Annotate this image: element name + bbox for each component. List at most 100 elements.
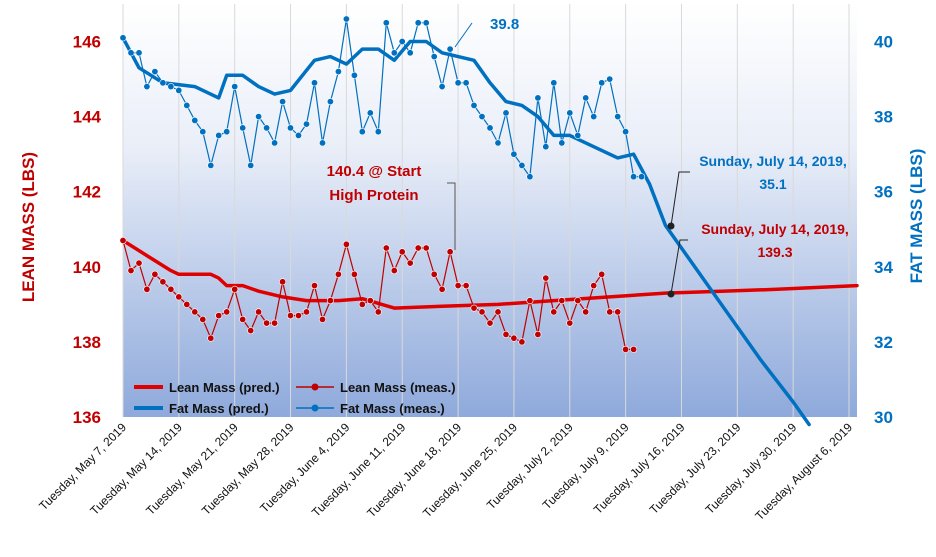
- point-lean-meas: [286, 312, 294, 320]
- point-lean-meas: [406, 259, 414, 267]
- point-fat-meas: [183, 101, 191, 109]
- point-lean-meas: [302, 308, 310, 316]
- point-lean-meas: [326, 297, 334, 305]
- point-fat-meas: [239, 124, 247, 132]
- point-lean-meas: [510, 334, 518, 342]
- point-fat-meas: [366, 109, 374, 117]
- start-protein-leader: [447, 182, 456, 250]
- point-fat-meas: [630, 173, 638, 181]
- point-fat-meas: [414, 19, 422, 27]
- point-fat-meas: [223, 128, 231, 136]
- point-fat-meas: [534, 94, 542, 102]
- point-fat-meas: [294, 131, 302, 139]
- point-lean-meas: [223, 308, 231, 316]
- point-lean-meas: [119, 237, 127, 245]
- legend-fat-meas-marker: [311, 404, 319, 412]
- point-fat-meas: [247, 161, 255, 169]
- gridlines: [122, 4, 850, 417]
- point-fat-meas: [199, 128, 207, 136]
- point-fat-meas: [558, 139, 566, 147]
- right-tick-label: 38: [874, 108, 893, 127]
- point-lean-meas: [183, 300, 191, 308]
- point-lean-meas: [398, 248, 406, 256]
- point-fat-meas: [614, 113, 622, 121]
- point-lean-meas: [582, 308, 590, 316]
- point-lean-meas: [175, 293, 183, 301]
- point-lean-meas: [614, 308, 622, 316]
- right-tick-label: 32: [874, 333, 893, 352]
- point-fat-meas: [382, 19, 390, 27]
- fat-callout-label-2: 35.1: [759, 176, 786, 192]
- right-axis-ticks: 30 32 34 36 38 40: [874, 33, 893, 427]
- point-fat-meas: [207, 161, 215, 169]
- point-fat-meas: [310, 79, 318, 87]
- point-lean-meas: [239, 315, 247, 323]
- point-lean-meas: [143, 285, 151, 293]
- right-tick-label: 34: [874, 258, 893, 277]
- point-fat-meas: [286, 124, 294, 132]
- plot-background: [123, 4, 857, 417]
- point-lean-meas: [438, 285, 446, 293]
- point-fat-meas: [135, 49, 143, 57]
- point-fat-meas: [231, 83, 239, 91]
- point-fat-meas: [318, 139, 326, 147]
- point-lean-meas: [366, 297, 374, 305]
- point-lean-meas: [494, 308, 502, 316]
- point-fat-meas: [398, 37, 406, 45]
- point-fat-meas: [215, 131, 223, 139]
- point-lean-meas: [478, 308, 486, 316]
- point-lean-meas: [167, 285, 175, 293]
- point-lean-meas: [191, 308, 199, 316]
- point-lean-meas: [334, 270, 342, 278]
- point-fat-meas: [598, 79, 606, 87]
- point-lean-meas: [215, 312, 223, 320]
- series-line-fat-pred: [121, 36, 811, 427]
- point-fat-meas: [175, 86, 183, 94]
- left-tick-label: 142: [73, 183, 101, 202]
- point-lean-meas: [534, 330, 542, 338]
- fat-peak-label: 39.8: [490, 16, 519, 33]
- left-tick-label: 140: [73, 258, 101, 277]
- point-lean-meas: [382, 244, 390, 252]
- legend: Lean Mass (pred.) Lean Mass (meas.) Fat …: [134, 380, 456, 416]
- legend-lean-pred-label: Lean Mass (pred.): [169, 380, 280, 395]
- point-fat-meas: [151, 68, 159, 76]
- point-fat-meas: [542, 143, 550, 151]
- point-fat-meas: [422, 19, 430, 27]
- point-fat-meas: [374, 128, 382, 136]
- point-fat-meas: [127, 49, 135, 57]
- point-fat-meas: [438, 83, 446, 91]
- point-fat-meas: [638, 173, 646, 181]
- x-tick-label: Tuesday, August 6, 2019: [752, 420, 855, 523]
- lean-callout-leader: [670, 239, 688, 295]
- point-lean-meas: [622, 345, 630, 353]
- point-lean-meas: [566, 319, 574, 327]
- point-lean-meas: [151, 270, 159, 278]
- point-fat-meas: [606, 75, 614, 83]
- annotations: 39.8 140.4 @ Start High Protein Sunday, …: [327, 16, 849, 298]
- point-lean-meas: [350, 270, 358, 278]
- point-fat-meas: [119, 34, 127, 42]
- left-tick-label: 138: [73, 333, 101, 352]
- right-tick-label: 30: [874, 408, 893, 427]
- lean-callout-label-2: 139.3: [757, 244, 792, 260]
- point-fat-meas: [342, 15, 350, 23]
- point-fat-meas: [502, 109, 510, 117]
- point-fat-meas: [302, 120, 310, 128]
- point-lean-meas: [502, 330, 510, 338]
- point-lean-meas: [550, 308, 558, 316]
- point-fat-meas: [566, 109, 574, 117]
- x-tick-label: Tuesday, June 18, 2019: [364, 420, 464, 520]
- point-fat-meas: [326, 98, 334, 106]
- left-tick-label: 136: [73, 408, 101, 427]
- point-fat-meas: [255, 113, 263, 121]
- point-lean-meas: [518, 338, 526, 346]
- point-lean-meas: [263, 319, 271, 327]
- point-lean-meas: [462, 282, 470, 290]
- x-tick-label: Tuesday, June 11, 2019: [309, 420, 409, 520]
- point-fat-meas: [390, 49, 398, 57]
- point-lean-meas: [271, 319, 279, 327]
- point-lean-meas: [598, 270, 606, 278]
- fat-peak-leader: [454, 22, 473, 48]
